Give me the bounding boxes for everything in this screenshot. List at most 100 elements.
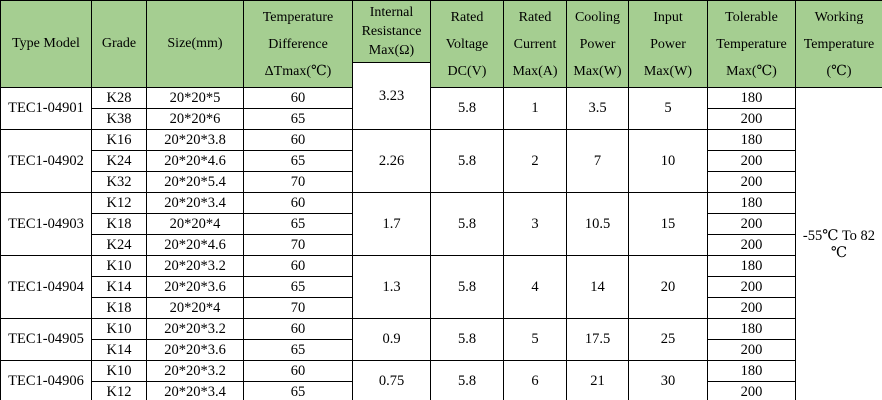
size-cell: 20*20*4.6 xyxy=(146,150,244,172)
tolerable-cell: 200 xyxy=(707,213,796,235)
col-header-type-model: Type Model xyxy=(0,0,92,88)
size-cell: 20*20*3.8 xyxy=(146,129,244,151)
tolerable-cell: 200 xyxy=(707,150,796,172)
resistance-cell: 1.7 xyxy=(352,192,431,256)
tolerable-cell: 200 xyxy=(707,171,796,193)
dtmax-cell: 65 xyxy=(243,213,353,235)
col-header-cooling-power: Cooling Power Max(W) xyxy=(566,0,629,88)
tolerable-cell: 180 xyxy=(707,87,796,109)
tolerable-cell: 180 xyxy=(707,255,796,277)
tolerable-cell: 180 xyxy=(707,192,796,214)
grade-cell: K14 xyxy=(91,339,147,361)
size-cell: 20*20*3.6 xyxy=(146,339,244,361)
size-cell: 20*20*3.6 xyxy=(146,276,244,298)
tolerable-cell: 200 xyxy=(707,234,796,256)
model-cell: TEC1-04903 xyxy=(0,192,92,256)
input-cell: 5 xyxy=(628,87,708,130)
tolerable-cell: 180 xyxy=(707,360,796,382)
grade-cell: K24 xyxy=(91,150,147,172)
size-cell: 20*20*5.4 xyxy=(146,171,244,193)
dtmax-cell: 65 xyxy=(243,150,353,172)
dtmax-cell: 60 xyxy=(243,360,353,382)
col-header-tolerable-temperature: Tolerable Temperature Max(℃) xyxy=(707,0,796,88)
size-cell: 20*20*4 xyxy=(146,297,244,319)
model-cell: TEC1-04902 xyxy=(0,129,92,193)
resistance-cell: 1.3 xyxy=(352,255,431,319)
col-header-rated-voltage: Rated Voltage DC(V) xyxy=(430,0,504,88)
dtmax-cell: 65 xyxy=(243,276,353,298)
resistance-cell: 3.23 xyxy=(352,62,431,130)
size-cell: 20*20*3.2 xyxy=(146,360,244,382)
dtmax-cell: 60 xyxy=(243,192,353,214)
size-cell: 20*20*3.4 xyxy=(146,192,244,214)
grade-cell: K12 xyxy=(91,192,147,214)
voltage-cell: 5.8 xyxy=(430,255,504,319)
col-header-internal-resistance: Internal Resistance Max(Ω) xyxy=(352,0,431,63)
working-temperature-cell: -55℃ To 82 ℃ xyxy=(795,87,882,400)
cooling-cell: 3.5 xyxy=(566,87,629,130)
grade-cell: K18 xyxy=(91,213,147,235)
grade-cell: K10 xyxy=(91,360,147,382)
dtmax-cell: 70 xyxy=(243,297,353,319)
size-cell: 20*20*6 xyxy=(146,108,244,130)
col-header-rated-current: Rated Current Max(A) xyxy=(503,0,567,88)
size-cell: 20*20*4.6 xyxy=(146,234,244,256)
dtmax-cell: 65 xyxy=(243,108,353,130)
size-cell: 20*20*4 xyxy=(146,213,244,235)
tolerable-cell: 200 xyxy=(707,276,796,298)
voltage-cell: 5.8 xyxy=(430,360,504,400)
cooling-cell: 14 xyxy=(566,255,629,319)
current-cell: 2 xyxy=(503,129,567,193)
grade-cell: K10 xyxy=(91,318,147,340)
input-cell: 25 xyxy=(628,318,708,361)
input-cell: 15 xyxy=(628,192,708,256)
dtmax-cell: 70 xyxy=(243,234,353,256)
col-header-temp-difference: Temperature Difference ΔTmax(℃) xyxy=(243,0,353,88)
col-header-size: Size(mm) xyxy=(146,0,244,88)
dtmax-cell: 65 xyxy=(243,339,353,361)
grade-cell: K10 xyxy=(91,255,147,277)
current-cell: 3 xyxy=(503,192,567,256)
current-cell: 6 xyxy=(503,360,567,400)
size-cell: 20*20*3.4 xyxy=(146,381,244,400)
model-cell: TEC1-04905 xyxy=(0,318,92,361)
resistance-cell: 0.75 xyxy=(352,360,431,400)
dtmax-cell: 60 xyxy=(243,318,353,340)
col-header-input-power: Input Power Max(W) xyxy=(628,0,708,88)
tolerable-cell: 200 xyxy=(707,297,796,319)
model-cell: TEC1-04901 xyxy=(0,87,92,130)
grade-cell: K14 xyxy=(91,276,147,298)
current-cell: 5 xyxy=(503,318,567,361)
grade-cell: K18 xyxy=(91,297,147,319)
cooling-cell: 7 xyxy=(566,129,629,193)
grade-cell: K32 xyxy=(91,171,147,193)
voltage-cell: 5.8 xyxy=(430,87,504,130)
grade-cell: K28 xyxy=(91,87,147,109)
resistance-cell: 0.9 xyxy=(352,318,431,361)
cooling-cell: 21 xyxy=(566,360,629,400)
size-cell: 20*20*3.2 xyxy=(146,255,244,277)
voltage-cell: 5.8 xyxy=(430,129,504,193)
input-cell: 10 xyxy=(628,129,708,193)
grade-cell: K24 xyxy=(91,234,147,256)
tolerable-cell: 200 xyxy=(707,339,796,361)
size-cell: 20*20*3.2 xyxy=(146,318,244,340)
resistance-cell: 2.26 xyxy=(352,129,431,193)
tolerable-cell: 180 xyxy=(707,129,796,151)
col-header-grade: Grade xyxy=(91,0,147,88)
dtmax-cell: 60 xyxy=(243,255,353,277)
dtmax-cell: 70 xyxy=(243,171,353,193)
cooling-cell: 10.5 xyxy=(566,192,629,256)
col-header-working-temperature: Working Temperature (℃) xyxy=(795,0,882,88)
cooling-cell: 17.5 xyxy=(566,318,629,361)
dtmax-cell: 60 xyxy=(243,87,353,109)
model-cell: TEC1-04904 xyxy=(0,255,92,319)
tolerable-cell: 200 xyxy=(707,381,796,400)
dtmax-cell: 65 xyxy=(243,381,353,400)
voltage-cell: 5.8 xyxy=(430,192,504,256)
grade-cell: K16 xyxy=(91,129,147,151)
grade-cell: K12 xyxy=(91,381,147,400)
size-cell: 20*20*5 xyxy=(146,87,244,109)
